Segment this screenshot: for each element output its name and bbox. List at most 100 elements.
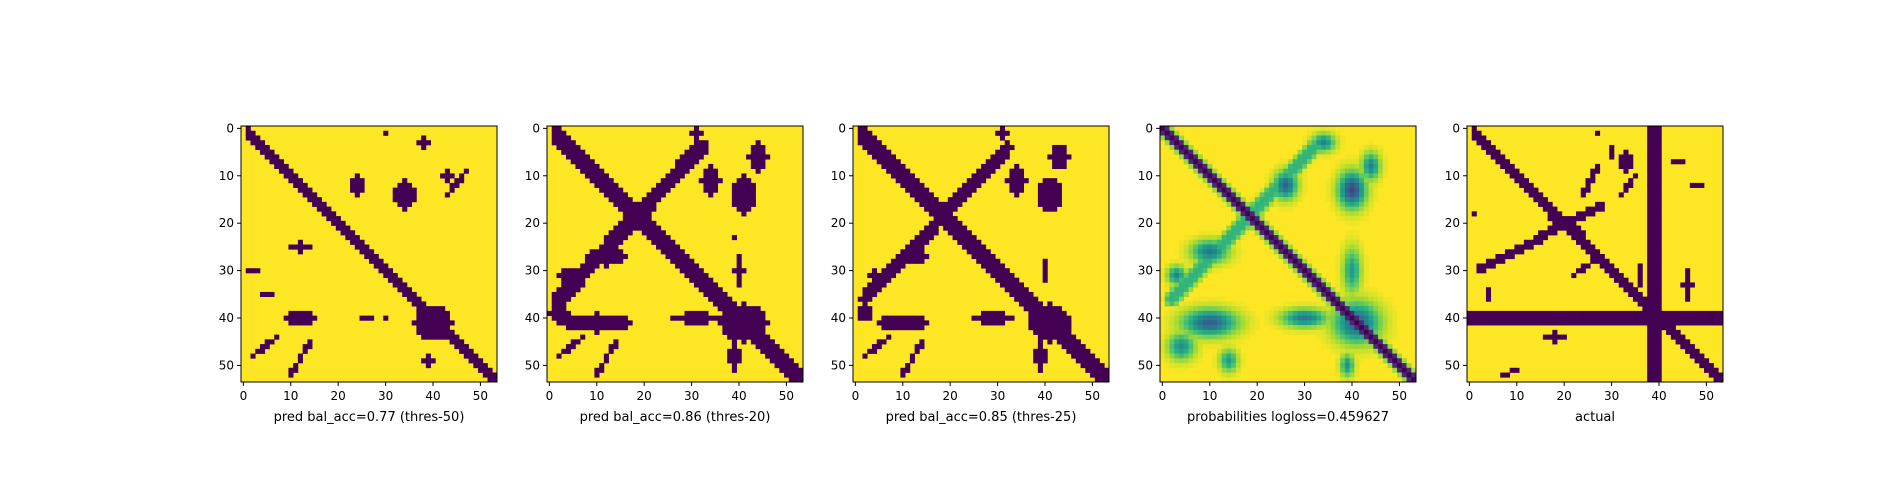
heatmap-cell [1235,206,1241,212]
heatmap-cell [1302,168,1308,174]
heatmap-cell [698,144,704,151]
heatmap-cell [999,135,1006,141]
heatmap-cell [750,315,756,321]
heatmap-cell [551,126,557,132]
heatmap-cell [613,197,619,203]
heatmap-cell [1231,329,1237,335]
heatmap-cell [297,358,303,364]
heatmap-cell [580,334,586,340]
heatmap-cell [1311,130,1317,136]
heatmap-cell [1378,296,1384,302]
heatmap-cell [1344,239,1350,245]
heatmap-cell [1226,306,1232,312]
heatmap-cell [1174,348,1180,354]
heatmap-cell [867,348,873,354]
heatmap-cell [1240,334,1246,340]
heatmap-cell [1335,211,1341,217]
heatmap-cell [565,149,572,155]
heatmap-cell [1368,154,1374,160]
heatmap-cell [1075,339,1081,345]
heatmap-cell [1033,329,1039,335]
heatmap-cell [589,254,595,260]
heatmap-cell [421,310,427,316]
heatmap-cell [1245,320,1251,326]
heatmap-cell [1359,358,1365,364]
heatmap-cell [1552,206,1558,212]
heatmap-cell [1330,144,1336,151]
heatmap-cell [1651,230,1657,236]
y-tick-label: 30 [831,264,846,278]
heatmap-cell [1174,367,1180,373]
heatmap-cell [1269,201,1275,207]
heatmap-cell [1359,211,1365,217]
heatmap-cell [1538,197,1544,203]
heatmap-cell [1288,244,1294,250]
heatmap-cell [995,320,1001,326]
heatmap-cell [1306,277,1313,283]
heatmap-cell [255,348,261,354]
heatmap-cell [905,325,911,331]
heatmap-cell [1392,320,1398,326]
heatmap-cell [712,315,719,321]
heatmap-cell [679,163,685,170]
heatmap-cell [1354,216,1360,222]
heatmap-cell [1359,329,1365,335]
heatmap-cell [1018,296,1025,302]
heatmap-cell [760,315,766,321]
axes-frame [1159,125,1417,383]
heatmap-cell [1164,135,1170,141]
heatmap-cell [1547,230,1553,236]
heatmap-cell [1344,168,1350,174]
heatmap-cell [1373,187,1379,193]
x-tick-label: 10 [283,389,298,403]
heatmap-cell [1297,159,1303,165]
heatmap-cell [1368,334,1374,340]
heatmap-cell [1254,201,1260,207]
heatmap-cell [594,263,600,269]
heatmap-cell [594,182,600,188]
heatmap-cell [1576,320,1582,326]
heatmap-cell [1164,320,1170,326]
heatmap-cell [1018,178,1025,184]
heatmap-cell [618,197,624,203]
heatmap-cell [1174,329,1180,335]
heatmap-cell [1651,239,1657,245]
heatmap-cell [1335,363,1341,369]
heatmap-cell [1288,310,1294,316]
heatmap-cell [1637,310,1643,316]
heatmap-cell [245,130,251,136]
heatmap-cell [1174,334,1180,340]
heatmap-cell [708,282,714,288]
heatmap-cell [684,258,690,264]
heatmap-cell [255,140,261,146]
heatmap-cell [684,154,690,160]
heatmap-cell [425,353,431,359]
heatmap-cell [914,197,920,203]
heatmap-cell [1042,329,1048,335]
heatmap-cell [1651,178,1657,184]
heatmap-cell [1359,182,1365,188]
heatmap-cell [1651,306,1657,312]
heatmap-cell [670,168,676,174]
heatmap-cell [1269,173,1275,179]
heatmap-cell [1340,363,1346,369]
heatmap-cell [1306,329,1313,335]
heatmap-cell [580,149,586,155]
heatmap-cell [584,272,591,279]
heatmap-cell [1651,358,1657,364]
heatmap-cell [1373,149,1379,155]
heatmap-cell [1028,315,1034,321]
heatmap-cell [1373,320,1379,326]
heatmap-cell [1188,358,1194,364]
heatmap-cell [1340,296,1346,302]
heatmap-cell [1349,353,1355,359]
heatmap-cell [1704,320,1710,326]
heatmap-cell [1718,372,1724,378]
heatmap-cell [1335,306,1341,312]
heatmap-cell [1216,178,1222,184]
heatmap-cell [1235,301,1241,307]
heatmap-cell [312,201,318,207]
heatmap-cell [1174,130,1180,136]
heatmap-cell [1359,154,1365,160]
heatmap-cell [1471,211,1477,217]
